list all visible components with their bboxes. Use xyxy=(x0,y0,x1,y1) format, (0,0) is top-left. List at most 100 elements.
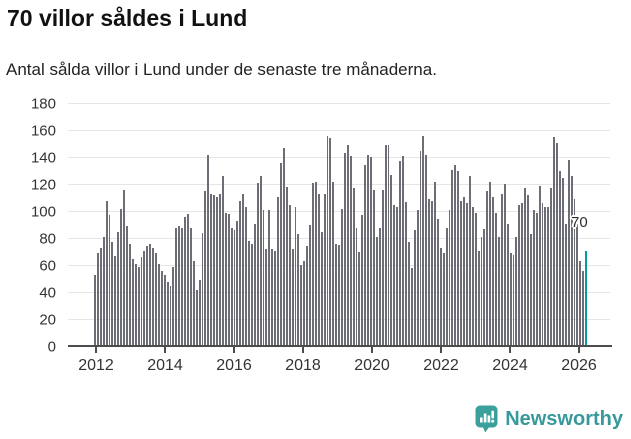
y-axis-label: 180 xyxy=(30,95,56,113)
bar xyxy=(140,257,143,345)
bar xyxy=(184,216,186,345)
bar xyxy=(323,193,326,345)
bar-series xyxy=(94,102,588,345)
bar xyxy=(370,157,372,345)
bar xyxy=(407,242,410,345)
x-axis-tick xyxy=(440,347,442,353)
bar xyxy=(268,210,271,345)
y-axis-label: 20 xyxy=(39,311,56,329)
bar xyxy=(375,237,378,345)
x-axis-label: 2016 xyxy=(216,357,252,374)
bar xyxy=(346,145,349,345)
x-axis-label: 2018 xyxy=(285,357,321,374)
bar xyxy=(178,226,181,345)
bar xyxy=(204,191,207,345)
bar xyxy=(253,223,256,345)
bar xyxy=(428,199,431,345)
bar xyxy=(480,237,483,345)
bar xyxy=(474,212,477,345)
bar xyxy=(384,145,387,345)
y-axis-label: 80 xyxy=(39,230,56,248)
bar xyxy=(137,266,140,345)
bar xyxy=(248,241,250,345)
bar xyxy=(224,212,227,345)
bar xyxy=(120,208,123,345)
y-axis-label: 40 xyxy=(39,284,56,302)
bar xyxy=(544,207,547,345)
x-axis-label: 2014 xyxy=(147,357,183,374)
bar xyxy=(387,145,390,345)
bar xyxy=(529,234,532,345)
bar xyxy=(294,207,297,345)
bar xyxy=(317,193,320,345)
bar xyxy=(567,160,570,345)
x-axis-label: 2020 xyxy=(354,357,390,374)
plot-area: 0 20 40 60 80 100 120 140 160 180 2012 2014 2016 201… xyxy=(31,96,612,374)
x-axis-label: 2024 xyxy=(492,357,528,374)
bar xyxy=(262,210,265,345)
bar xyxy=(559,170,561,345)
x-axis-tick xyxy=(509,347,511,353)
bar xyxy=(579,261,582,345)
bar xyxy=(187,214,189,345)
bar xyxy=(506,223,509,345)
bar xyxy=(128,243,131,345)
gridline xyxy=(68,211,610,212)
bar xyxy=(189,227,192,345)
bar xyxy=(541,203,544,345)
bar xyxy=(486,191,489,345)
highlighted-bar xyxy=(585,250,588,345)
bar xyxy=(250,243,253,345)
bar xyxy=(280,162,282,345)
y-axis-label: 160 xyxy=(30,122,56,140)
bar xyxy=(300,265,303,345)
bar xyxy=(454,165,457,345)
x-axis-tick xyxy=(371,347,373,353)
bar xyxy=(402,156,404,345)
bar xyxy=(94,274,96,345)
bar xyxy=(311,183,314,345)
bar xyxy=(451,169,454,345)
bar xyxy=(352,188,355,345)
bar xyxy=(396,207,399,345)
bar xyxy=(576,223,579,345)
bar xyxy=(96,253,99,345)
bar xyxy=(561,177,564,345)
bar xyxy=(378,227,381,345)
bar xyxy=(524,188,527,345)
bar xyxy=(99,247,102,345)
bar xyxy=(210,193,213,345)
bar xyxy=(436,219,439,345)
bar xyxy=(349,156,352,345)
bar xyxy=(256,183,259,345)
bar xyxy=(326,135,329,345)
value-callout: 70 xyxy=(571,214,588,231)
bar xyxy=(320,231,323,345)
bar xyxy=(492,196,495,345)
bar xyxy=(381,189,384,345)
bar xyxy=(259,176,262,345)
bar xyxy=(364,165,367,345)
bar xyxy=(341,208,343,345)
y-axis-label: 100 xyxy=(30,203,56,221)
bar xyxy=(114,255,117,345)
bar xyxy=(303,261,306,345)
y-axis-label: 0 xyxy=(47,338,56,356)
bar xyxy=(306,246,309,345)
bar xyxy=(358,251,361,345)
bar xyxy=(181,227,184,345)
bar xyxy=(413,230,416,345)
bar xyxy=(155,253,157,345)
bar xyxy=(355,227,358,345)
bar xyxy=(125,226,128,345)
brand-name: Newsworthy xyxy=(505,407,623,430)
bar xyxy=(457,170,460,345)
brand-footer: Newsworthy xyxy=(475,405,623,433)
x-axis-tick xyxy=(233,347,235,353)
bar xyxy=(297,234,300,345)
bar xyxy=(149,243,152,345)
x-axis-tick xyxy=(302,347,304,353)
bar xyxy=(495,212,497,345)
bar xyxy=(570,176,573,345)
bar xyxy=(134,264,137,345)
